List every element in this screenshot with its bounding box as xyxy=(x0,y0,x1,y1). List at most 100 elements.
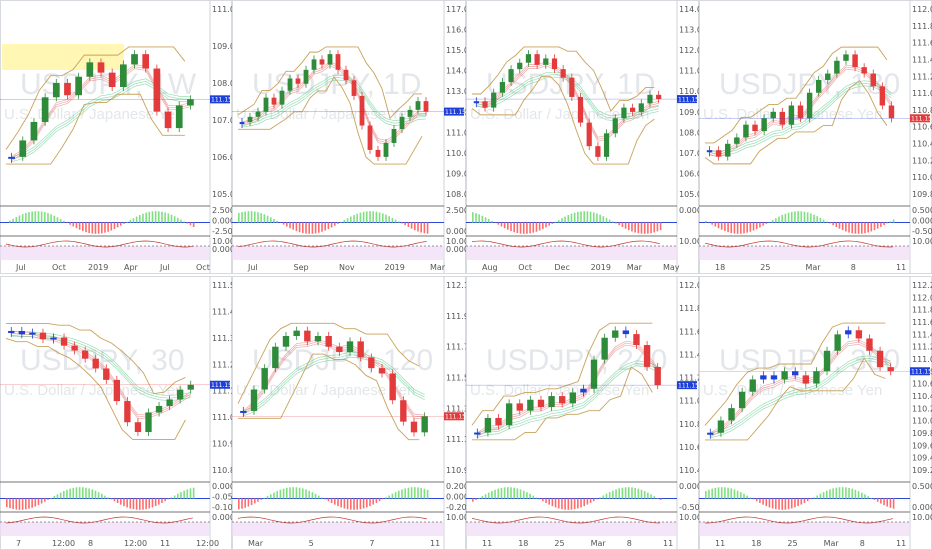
histo-bar xyxy=(596,498,598,500)
candle-body xyxy=(525,54,532,63)
x-tick-label: 7 xyxy=(16,539,21,548)
histo-bar xyxy=(192,487,195,499)
histo-bar xyxy=(851,488,854,499)
candle-body xyxy=(60,337,68,346)
histo-bar xyxy=(784,213,787,223)
candle-body xyxy=(311,59,317,70)
y-tick-label: 113.000 xyxy=(679,26,712,35)
ema-ribbon-slow xyxy=(476,74,659,119)
histo-bar xyxy=(790,211,793,223)
candle-body xyxy=(630,107,636,112)
histo-bar xyxy=(161,498,163,503)
histo-bar xyxy=(189,222,192,226)
candle-body xyxy=(715,150,722,157)
histo-bar xyxy=(85,222,87,233)
histo-bar xyxy=(151,498,154,508)
y-tick-label: 110.400 xyxy=(679,466,712,475)
histo-bar xyxy=(394,492,397,499)
candle-body xyxy=(145,412,152,433)
x-tick-label: Mar xyxy=(627,263,643,272)
histo-bar xyxy=(656,222,659,232)
candle-body xyxy=(761,118,767,132)
histo-bar xyxy=(120,498,122,505)
x-tick-label: 11 xyxy=(715,539,725,548)
candle-body xyxy=(187,384,194,390)
x-tick-label: 8 xyxy=(627,539,632,548)
histo-bar xyxy=(359,212,362,223)
histo-bar xyxy=(292,487,294,499)
pane-border xyxy=(232,0,466,274)
candle-body xyxy=(725,143,731,157)
candle-body xyxy=(164,111,172,129)
candle-body xyxy=(155,405,163,413)
candle-body xyxy=(319,59,325,65)
histo-bar xyxy=(247,211,250,223)
histo-bar xyxy=(308,222,310,234)
y-tick-label: 112.000 xyxy=(912,5,932,14)
candle-body xyxy=(760,375,767,380)
histo-bar xyxy=(765,222,768,224)
histo-tick-label: 0.2000 xyxy=(446,482,474,491)
histo-bar xyxy=(311,492,314,499)
histo-bar xyxy=(247,498,250,507)
histo-bar xyxy=(599,497,601,499)
candle-body xyxy=(423,101,429,112)
histo-bar xyxy=(426,489,429,499)
histo-bar xyxy=(97,222,100,234)
y-tick-label: 110.600 xyxy=(912,380,932,389)
candle-body xyxy=(351,80,357,96)
histo-bar xyxy=(653,222,656,233)
histo-bar xyxy=(612,221,614,223)
x-tick-label: 8 xyxy=(851,263,856,272)
histo-bar xyxy=(298,222,301,233)
histo-bar xyxy=(551,222,554,224)
histo-bar xyxy=(854,222,857,234)
y-tick-label: 111.000 xyxy=(679,67,712,76)
histo-bar xyxy=(107,497,109,499)
candle-body xyxy=(474,432,481,435)
y-tick-label: 111.600 xyxy=(679,327,712,336)
histo-bar xyxy=(279,489,282,499)
histo-bar xyxy=(372,211,374,223)
y-tick-label: 109.200 xyxy=(912,466,932,475)
histo-bar xyxy=(289,487,291,499)
histo-bar xyxy=(631,222,633,232)
candle-body xyxy=(415,101,421,110)
histo-bar xyxy=(538,498,541,500)
histo-bar xyxy=(762,498,764,505)
histo-bar xyxy=(522,222,525,234)
histo-bar xyxy=(841,222,844,231)
candle-body xyxy=(621,107,627,119)
histo-bar xyxy=(410,222,413,229)
histo-bar xyxy=(720,487,723,499)
histo-bar xyxy=(318,495,320,499)
y-tick-label: 110.400 xyxy=(912,392,932,401)
histo-bar xyxy=(375,498,378,503)
histo-bar xyxy=(192,222,195,228)
histo-bar xyxy=(643,491,646,499)
histo-bar xyxy=(602,495,605,499)
histo-bar xyxy=(545,498,547,504)
candle-body xyxy=(86,62,94,77)
candle-body xyxy=(92,358,99,369)
histo-bar xyxy=(145,498,147,510)
histo-bar xyxy=(573,498,576,510)
histo-bar xyxy=(282,222,285,225)
x-tick-label: Jul xyxy=(247,263,258,272)
histo-bar xyxy=(378,498,381,502)
x-tick-label: 7 xyxy=(369,539,374,548)
price-badge-label: 111.154 xyxy=(911,115,932,122)
histo-bar xyxy=(759,498,761,504)
histo-bar xyxy=(305,489,307,499)
histo-bar xyxy=(650,222,652,234)
y-tick-label: 108.000 xyxy=(679,128,712,137)
histo-bar xyxy=(183,221,185,223)
y-tick-label: 110.000 xyxy=(912,417,932,426)
candle-body xyxy=(240,410,247,413)
candle-body xyxy=(39,332,47,340)
candle-body xyxy=(749,379,756,392)
candle-body xyxy=(508,69,514,82)
y-tick-label: 110.600 xyxy=(679,443,712,452)
candle-body xyxy=(728,408,735,421)
histo-bar xyxy=(835,222,838,228)
